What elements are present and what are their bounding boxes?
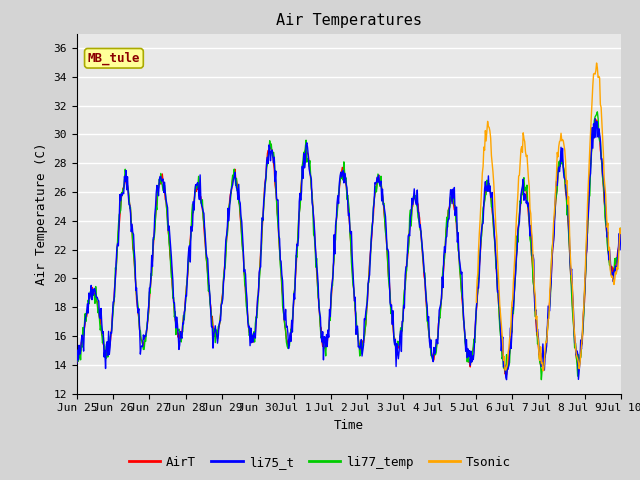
Tsonic [617,230,625,236]
li75_t [223,232,230,238]
X-axis label: Time: Time [334,419,364,432]
li75_t [591,116,599,122]
Line: Tsonic: Tsonic [476,63,621,371]
li77_temp [617,226,625,231]
Y-axis label: Air Temperature (C): Air Temperature (C) [35,143,48,285]
AirT [591,116,599,121]
li75_t [415,210,422,216]
AirT [617,229,625,235]
li77_temp [415,217,422,223]
li75_t [73,360,81,366]
Legend: AirT, li75_t, li77_temp, Tsonic: AirT, li75_t, li77_temp, Tsonic [124,451,516,474]
li75_t [617,230,625,236]
li75_t [139,344,147,349]
Text: MB_tule: MB_tule [88,51,140,65]
li77_temp [431,351,438,357]
AirT [83,314,90,320]
Line: li75_t: li75_t [77,119,621,380]
li77_temp [83,308,90,314]
Line: AirT: AirT [77,119,621,374]
li77_temp [194,184,202,190]
li77_temp [538,377,545,383]
li77_temp [223,234,230,240]
AirT [194,187,202,192]
AirT [223,237,230,242]
li75_t [83,310,90,316]
AirT [431,349,438,355]
li77_temp [73,358,81,363]
li75_t [194,180,202,185]
AirT [502,372,510,377]
AirT [415,211,422,217]
Title: Air Temperatures: Air Temperatures [276,13,422,28]
AirT [139,340,147,346]
li75_t [431,351,438,357]
li75_t [502,377,510,383]
Line: li77_temp: li77_temp [77,112,621,380]
AirT [73,359,81,365]
li77_temp [593,109,601,115]
li77_temp [139,342,147,348]
